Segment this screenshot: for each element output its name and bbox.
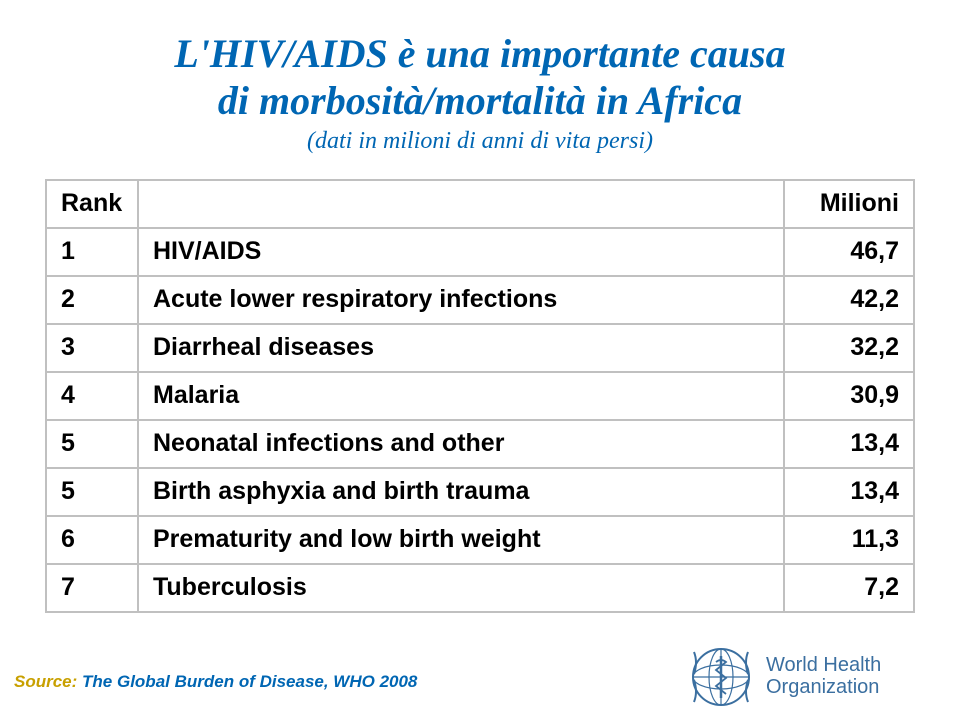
cell-label: Malaria <box>138 372 784 420</box>
col-header-name <box>138 180 784 228</box>
page-title: L'HIV/AIDS è una importante causa di mor… <box>44 30 916 124</box>
cell-label: Tuberculosis <box>138 564 784 612</box>
table-row: 5 Neonatal infections and other 13,4 <box>46 420 914 468</box>
cell-value: 11,3 <box>784 516 914 564</box>
who-logo-icon <box>686 642 756 712</box>
source-citation: Source: The Global Burden of Disease, WH… <box>14 672 417 692</box>
cell-value: 30,9 <box>784 372 914 420</box>
table-row: 5 Birth asphyxia and birth trauma 13,4 <box>46 468 914 516</box>
cell-rank: 5 <box>46 420 138 468</box>
cell-label: Neonatal infections and other <box>138 420 784 468</box>
table-row: 1 HIV/AIDS 46,7 <box>46 228 914 276</box>
cell-value: 32,2 <box>784 324 914 372</box>
cell-value: 46,7 <box>784 228 914 276</box>
title-line-1: L'HIV/AIDS è una importante causa <box>174 31 785 76</box>
source-text: The Global Burden of Disease, WHO 2008 <box>82 672 417 691</box>
cell-rank: 7 <box>46 564 138 612</box>
cell-rank: 5 <box>46 468 138 516</box>
table-row: 4 Malaria 30,9 <box>46 372 914 420</box>
table-container: Rank Milioni 1 HIV/AIDS 46,7 2 Acute low… <box>45 179 915 613</box>
cell-value: 13,4 <box>784 420 914 468</box>
cell-label: Prematurity and low birth weight <box>138 516 784 564</box>
cell-label: Diarrheal diseases <box>138 324 784 372</box>
table-row: 7 Tuberculosis 7,2 <box>46 564 914 612</box>
table-row: 3 Diarrheal diseases 32,2 <box>46 324 914 372</box>
page-subtitle: (dati in milioni di anni di vita persi) <box>44 128 916 155</box>
cell-label: HIV/AIDS <box>138 228 784 276</box>
cell-rank: 6 <box>46 516 138 564</box>
table-row: 6 Prematurity and low birth weight 11,3 <box>46 516 914 564</box>
title-line-2: di morbosità/mortalità in Africa <box>218 78 742 123</box>
cell-rank: 2 <box>46 276 138 324</box>
cell-value: 7,2 <box>784 564 914 612</box>
slide: L'HIV/AIDS è una importante causa di mor… <box>0 0 960 716</box>
table-row: 2 Acute lower respiratory infections 42,… <box>46 276 914 324</box>
who-logo: World Health Organization <box>686 638 946 716</box>
col-header-rank: Rank <box>46 180 138 228</box>
cell-rank: 1 <box>46 228 138 276</box>
cell-rank: 4 <box>46 372 138 420</box>
data-table: Rank Milioni 1 HIV/AIDS 46,7 2 Acute low… <box>45 179 915 613</box>
table-header-row: Rank Milioni <box>46 180 914 228</box>
cell-value: 42,2 <box>784 276 914 324</box>
cell-label: Acute lower respiratory infections <box>138 276 784 324</box>
who-logo-line2: Organization <box>766 677 881 699</box>
who-logo-line1: World Health <box>766 655 881 677</box>
source-label: Source: <box>14 672 82 691</box>
cell-rank: 3 <box>46 324 138 372</box>
col-header-milioni: Milioni <box>784 180 914 228</box>
who-logo-text: World Health Organization <box>766 655 881 698</box>
cell-value: 13,4 <box>784 468 914 516</box>
cell-label: Birth asphyxia and birth trauma <box>138 468 784 516</box>
